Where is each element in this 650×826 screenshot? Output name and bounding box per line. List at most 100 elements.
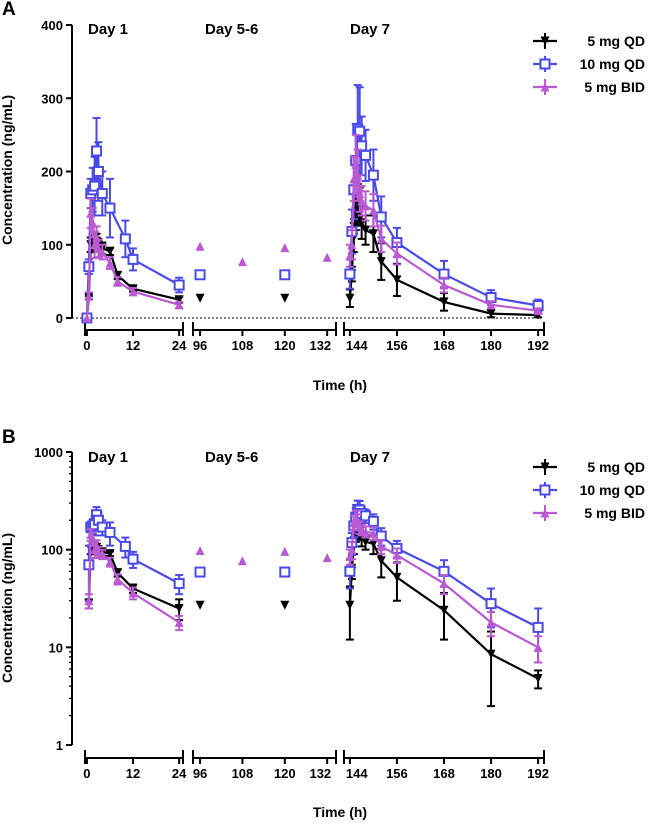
panel-a-qd10-data-point	[173, 279, 185, 291]
panel-a-bid5-data-point	[88, 218, 98, 228]
panel-a-qd5-data-point	[345, 293, 355, 303]
panel-a-day-1-label: Day 1	[88, 21, 128, 38]
panel-b-x-tick-label: 96	[193, 766, 207, 781]
panel-b-day-7-label: Day 7	[350, 449, 390, 466]
panel-b-bid5-data-point	[322, 553, 332, 563]
panel-a-legend-marker-qd5	[540, 36, 550, 46]
panel-b-x-tick-label: 0	[83, 766, 90, 781]
panel-b-x-tick-label: 132	[309, 766, 331, 781]
panel-a-qd10-data-point	[104, 202, 116, 214]
panel-b-qd10-data-point	[360, 510, 372, 522]
panel-a-day-5-6-label: Day 5-6	[205, 21, 258, 38]
panel-b-bid5-data-point	[128, 588, 138, 598]
panel-a-y-tick-label: 0	[56, 311, 63, 326]
panel-b-x-tick-label: 144	[346, 766, 368, 781]
panel-b-day-1-label: Day 1	[88, 449, 128, 466]
panel-a-y-tick-label: 300	[41, 91, 63, 106]
panel-b-x-axis-title: Time (h)	[313, 804, 367, 820]
panel-b-legend-marker-qd10	[539, 484, 551, 496]
panel-b-qd5-data-point	[361, 537, 371, 547]
panel-b-qd5-data-point	[392, 572, 402, 582]
panel-a-letter: A	[2, 0, 16, 20]
panel-a-bid5-data-point	[97, 247, 107, 257]
panel-b-qd5-data-point	[174, 603, 184, 613]
panel-b-bid5-data-point	[174, 617, 184, 627]
panel-b-qd10-data-point	[127, 553, 139, 565]
panel-b-y-tick-label: 100	[41, 543, 63, 558]
panel-a-legend-label-10mg-qd: 10 mg QD	[580, 56, 645, 72]
panel-a-bid5-data-point	[280, 243, 290, 253]
panel-b-qd5-data-point	[105, 549, 115, 559]
panel-a-bid5-data-point	[84, 291, 94, 301]
panel-a-bid5-data-point	[322, 252, 332, 262]
panel-a-legend-label-5mg-bid: 5 mg BID	[584, 79, 645, 95]
panel-a-qd10-data-point	[367, 169, 379, 181]
panel-b-x-tick-label: 156	[386, 766, 408, 781]
panel-a-y-tick-label: 200	[41, 165, 63, 180]
panel-b-legend-label-5mg-qd: 5 mg QD	[587, 459, 645, 475]
panel-a-legend: 5 mg QD 10 mg QD 5 mg BID	[580, 33, 645, 95]
panel-a-qd10-data-point	[92, 166, 104, 177]
panel-b-x-tick-label: 24	[172, 766, 187, 781]
panel-b-qd5-data-point	[486, 649, 496, 659]
panel-b-bid5-data-point	[113, 574, 123, 584]
panel-b-x-tick-label: 192	[527, 766, 549, 781]
panel-a-qd10-data-point	[375, 211, 387, 223]
panel-a-qd5-data-point	[392, 275, 402, 285]
panel-b-qd10-data-point	[104, 526, 116, 538]
panel-a-bid5-data-point	[439, 280, 449, 290]
panel-b-bid5-data-point	[88, 534, 98, 544]
panel-b-bid5-data-point	[376, 541, 386, 551]
panel-b-legend-marker-qd5	[540, 462, 550, 472]
panel-a-bid5-data-point	[128, 287, 138, 297]
panel-a-bid5-data-point	[355, 188, 365, 198]
panel-b-x-tick-label: 120	[274, 766, 296, 781]
panel-a-x-tick-label: 96	[193, 338, 207, 353]
panel-a-y-tick-label: 100	[41, 238, 63, 253]
panel-a-bid5-data-point	[86, 208, 96, 218]
panel-b-bid5-data-point	[97, 549, 107, 559]
panel-b-y-tick-label: 1000	[34, 445, 63, 460]
panel-a-qd10-data-point	[127, 253, 139, 265]
panel-b-bid5-data-point	[361, 527, 371, 537]
panel-a-x-tick-label: 120	[274, 338, 296, 353]
panel-a-bid5-data-point	[92, 232, 102, 242]
panel-a-bid5-data-point	[357, 196, 367, 206]
panel-b-bid5-data-point	[368, 528, 378, 538]
panel-b-y-tick-label: 1	[56, 738, 63, 753]
panel-a-x-tick-label: 144	[346, 338, 368, 353]
panel-b-bid5-data-point	[347, 545, 357, 555]
panel-a-qd10-data-point	[344, 268, 356, 280]
panel-a-bid5-data-point	[195, 241, 205, 251]
panel-b-bid5-data-point	[105, 557, 115, 567]
panel-b-qd5-data-point	[368, 539, 378, 549]
panel-a-legend-marker-bid5	[540, 82, 550, 92]
panel-a-x-tick-label: 180	[480, 338, 502, 353]
panel-a-x-axis-title: Time (h)	[313, 377, 367, 393]
panel-a-qd10-data-point	[91, 145, 103, 157]
panel-b-qd5-data-point	[345, 600, 355, 610]
panel-a-qd5-data-point	[105, 246, 115, 256]
panel-a-bid5-data-point	[351, 159, 361, 169]
panel-b-x-tick-label: 180	[480, 766, 502, 781]
panel-b-qd10-data-point	[279, 566, 291, 578]
panel-a-bid5-data-point	[237, 257, 247, 267]
panel-b-bid5-data-point	[92, 541, 102, 551]
panel-a-qd10-data-point	[194, 269, 206, 281]
panel-a-bid5-data-point	[353, 170, 363, 180]
panel-a-bid5-data-point	[392, 249, 402, 259]
panel-a-x-tick-label: 0	[83, 338, 90, 353]
panel-b-qd10-data-point	[367, 515, 379, 527]
panel-a-qd5-data-point	[280, 293, 290, 303]
panel-a-bid5-data-point	[93, 243, 103, 253]
panel-a-x-tick-label: 12	[126, 338, 140, 353]
panel-a-qd5-data-point	[195, 293, 205, 303]
panel-a-x-tick-label: 108	[232, 338, 254, 353]
panel-a-bid5-data-point	[486, 300, 496, 310]
panel-a-x-tick-label: 168	[433, 338, 455, 353]
panel-a-legend-marker-qd10	[539, 58, 551, 70]
panel-b-bid5-data-point	[84, 596, 94, 606]
panel-a-day-7-label: Day 7	[350, 21, 390, 38]
panel-b-y-tick-label: 10	[49, 640, 63, 655]
panel-b-qd10-data-point	[173, 578, 185, 590]
